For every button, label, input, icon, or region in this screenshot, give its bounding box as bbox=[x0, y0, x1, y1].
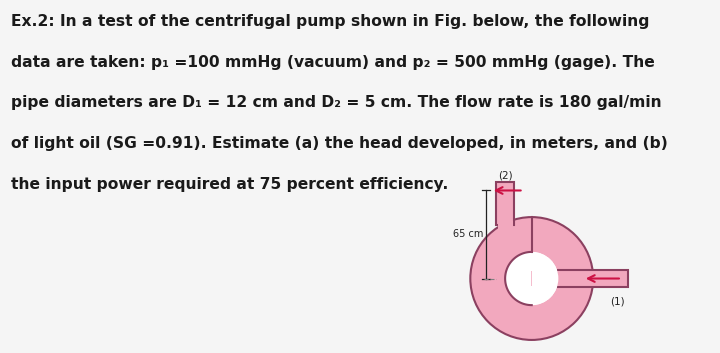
Text: pipe diameters are D₁ = 12 cm and D₂ = 5 cm. The flow rate is 180 gal/min: pipe diameters are D₁ = 12 cm and D₂ = 5… bbox=[11, 95, 662, 110]
Text: of light oil (SG =0.91). Estimate (a) the head developed, in meters, and (b): of light oil (SG =0.91). Estimate (a) th… bbox=[11, 136, 667, 151]
Bar bbox=[531, 271, 560, 286]
Text: (2): (2) bbox=[498, 170, 513, 180]
Wedge shape bbox=[532, 252, 558, 305]
Text: Ex.2: In a test of the centrifugal pump shown in Fig. below, the following: Ex.2: In a test of the centrifugal pump … bbox=[11, 14, 649, 29]
Text: (1): (1) bbox=[611, 297, 625, 307]
Text: 65 cm: 65 cm bbox=[454, 229, 484, 239]
Text: the input power required at 75 percent efficiency.: the input power required at 75 percent e… bbox=[11, 176, 448, 191]
Text: data are taken: p₁ =100 mmHg (vacuum) and p₂ = 500 mmHg (gage). The: data are taken: p₁ =100 mmHg (vacuum) an… bbox=[11, 55, 654, 70]
Bar bbox=[498, 221, 513, 233]
Bar bbox=[558, 270, 628, 287]
Bar bbox=[496, 182, 514, 225]
Circle shape bbox=[505, 252, 558, 305]
Circle shape bbox=[470, 217, 593, 340]
